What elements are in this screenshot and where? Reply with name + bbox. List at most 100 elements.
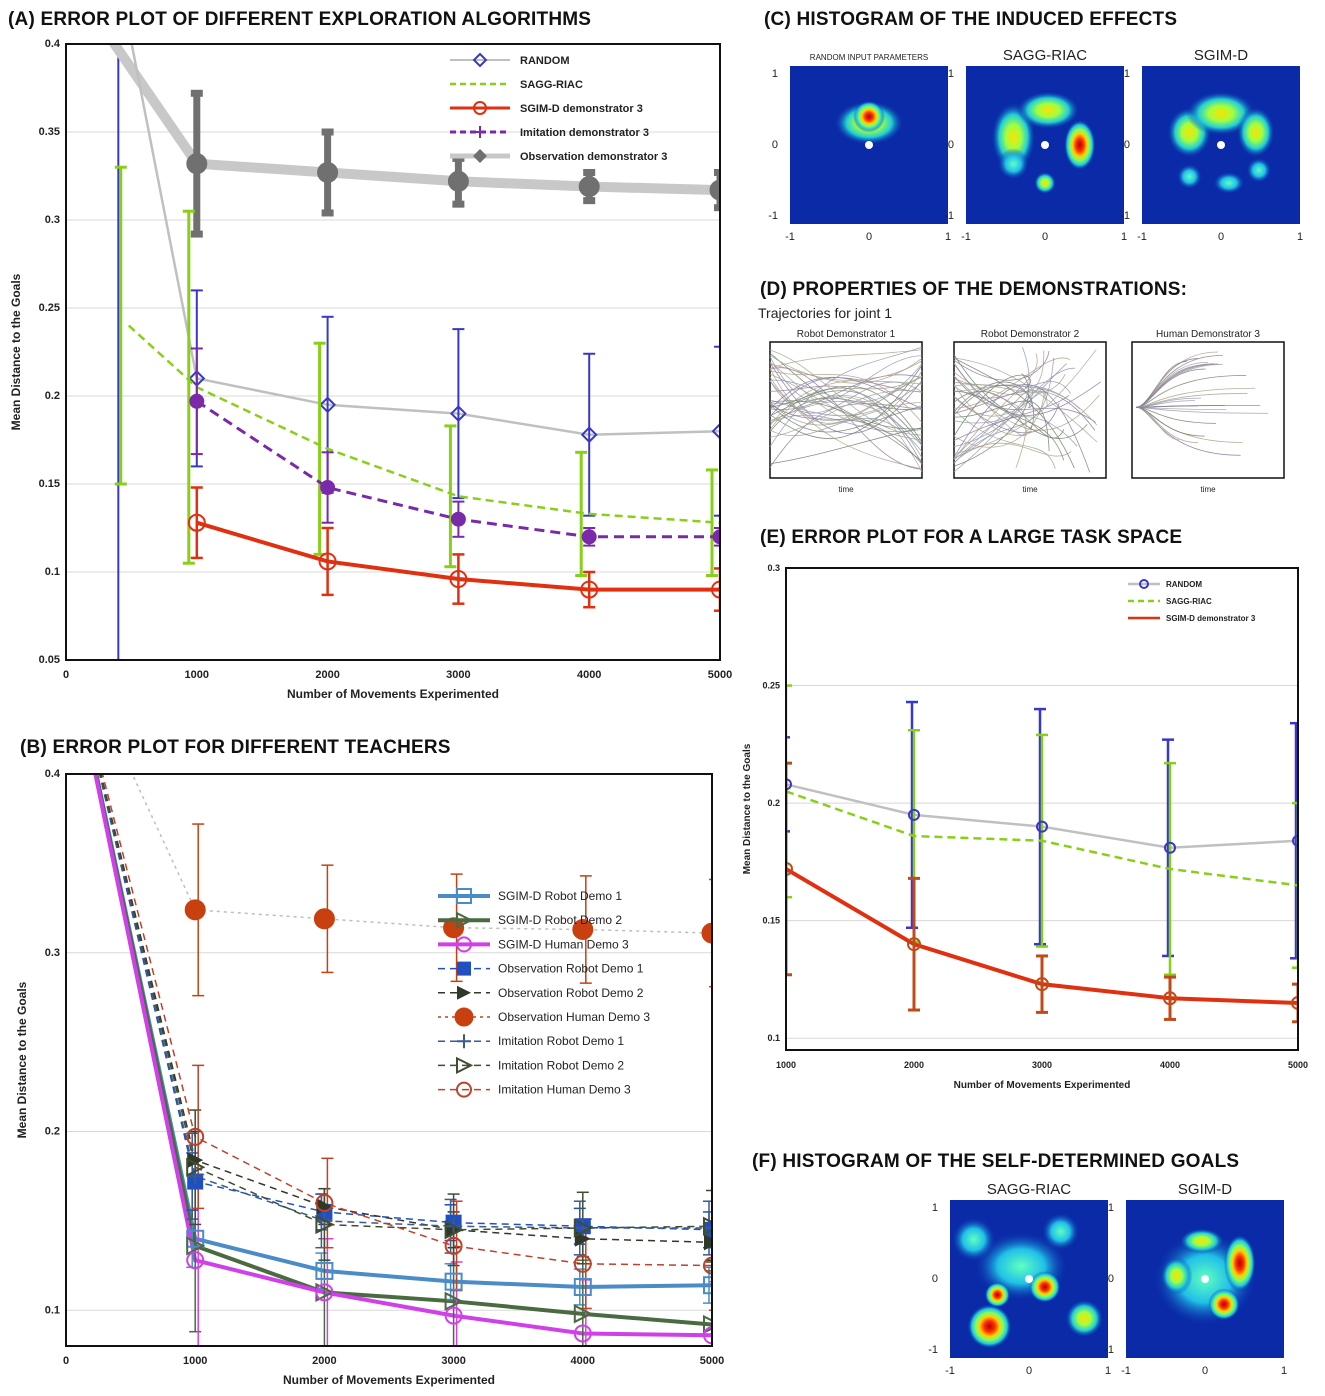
goal-heatmap-tile-2: SGIM-D xyxy=(1126,1181,1284,1358)
heatmap-y-tick: 0 xyxy=(772,139,778,151)
x-axis-label: Number of Movements Experimented xyxy=(954,1080,1131,1091)
series-marker xyxy=(444,1291,464,1311)
series-marker xyxy=(184,899,206,921)
sgim-marker xyxy=(907,937,921,952)
trajectory-line xyxy=(769,352,923,430)
y-tick-label: 0.2 xyxy=(45,390,60,402)
trajectory-line xyxy=(769,400,923,462)
legend-label: Imitation demonstrator 3 xyxy=(520,127,649,139)
heatmap-center-point xyxy=(865,141,873,149)
heatmap-y-tick: 1 xyxy=(1124,68,1130,80)
legend-label: Imitation Robot Demo 2 xyxy=(498,1058,624,1072)
heatmap-y-tick: 0 xyxy=(1108,1273,1114,1285)
y-tick-label: 0.4 xyxy=(45,38,61,50)
series-marker xyxy=(704,1234,712,1251)
series-marker xyxy=(573,1304,594,1324)
observation-line xyxy=(108,44,720,196)
random-marker xyxy=(319,396,337,414)
series-marker xyxy=(701,922,712,944)
heatmap-blobs xyxy=(951,1212,1104,1349)
panel-c-heatmaps: RANDOM INPUT PARAMETERS 1 0 -1 -1 0 1 SAGG-RIAC… xyxy=(768,47,1303,243)
legend-swatch-marker xyxy=(456,888,472,904)
trajectory-line xyxy=(953,409,1056,469)
heatmap-center-point xyxy=(1041,141,1049,149)
legend-label: Observation Robot Demo 2 xyxy=(498,986,644,1000)
trajectory-line xyxy=(769,365,923,440)
x-tick-label: 3000 xyxy=(446,669,470,681)
legend-label: SGIM-D Robot Demo 1 xyxy=(498,889,622,903)
trajectory-line xyxy=(769,349,923,369)
series-marker xyxy=(574,1220,591,1237)
heatmap-blobs xyxy=(1167,91,1275,194)
heatmap-blob xyxy=(1016,91,1080,130)
legend-label: Observation demonstrator 3 xyxy=(520,151,667,163)
series-marker xyxy=(315,1194,334,1212)
trajectory-line xyxy=(769,363,923,403)
legend: SGIM-D Robot Demo 1 SGIM-D Robot Demo 2 SG… xyxy=(438,888,650,1098)
trajectory-line xyxy=(1135,354,1223,408)
trajectory-line xyxy=(769,418,923,452)
panel-f-title: (F) HISTOGRAM OF THE SELF-DETERMINED GOA… xyxy=(752,1151,1240,1172)
series-line xyxy=(94,774,712,1327)
imitation-marker xyxy=(581,529,597,545)
trajectory-line xyxy=(953,357,1070,409)
heatmap-blobs xyxy=(834,100,904,149)
x-tick-label: 5000 xyxy=(708,669,732,681)
trajectory-line xyxy=(769,396,923,472)
heatmap-x-tick: 0 xyxy=(1218,231,1224,243)
imitation-marker xyxy=(320,480,336,496)
trajectory-line xyxy=(953,381,1072,399)
plot-area xyxy=(93,774,712,1346)
heatmap-blob xyxy=(1160,1256,1193,1295)
trajectory-line xyxy=(953,374,1031,437)
heatmap-label: SGIM-D xyxy=(1178,1181,1232,1198)
legend-label: SGIM-D demonstrator 3 xyxy=(520,103,643,115)
series-marker xyxy=(573,1218,594,1238)
x-tick-label: 5000 xyxy=(700,1355,724,1367)
random-marker xyxy=(1164,841,1176,854)
heatmap-center-point xyxy=(1201,1275,1209,1283)
trajectory-line xyxy=(769,373,923,441)
series-marker xyxy=(703,1314,712,1335)
y-tick-label: 0.25 xyxy=(762,681,780,691)
y-tick-label: 0.2 xyxy=(45,1126,60,1138)
trajectory-line xyxy=(953,384,1032,436)
heatmap-x-tick: 0 xyxy=(1202,1365,1208,1376)
series-marker xyxy=(186,1251,205,1270)
trajectory-line xyxy=(769,390,923,438)
heatmap-center-point xyxy=(1217,141,1225,149)
trajectory-line xyxy=(953,373,1030,467)
series-line xyxy=(100,774,712,1244)
random-marker xyxy=(449,405,467,423)
trajectory-plot-label: Human Demonstrator 3 xyxy=(1156,329,1260,340)
legend-label: Imitation Human Demo 3 xyxy=(498,1083,631,1097)
series-marker xyxy=(704,1220,712,1237)
trajectory-plot-xlabel: time xyxy=(1022,485,1038,494)
heatmap-y-tick: -1 xyxy=(944,210,954,222)
panel-a-title: (A) ERROR PLOT OF DIFFERENT EXPLORATION … xyxy=(8,9,592,30)
series-line xyxy=(93,774,712,1338)
trajectory-line xyxy=(953,354,1065,461)
trajectory-plot-xlabel: time xyxy=(838,485,854,494)
heatmap-tile-1: RANDOM INPUT PARAMETERS xyxy=(790,53,948,224)
trajectory-line xyxy=(769,360,923,426)
heatmap-blob xyxy=(984,1282,1011,1308)
series-marker xyxy=(315,1214,335,1235)
series-line xyxy=(99,774,712,1231)
heatmap-blob xyxy=(1063,119,1096,171)
panel-e-chart: 0.1 0.15 0.2 0.25 0.3 1000 2000 3000 4000 5000 Num… xyxy=(742,563,1308,1091)
random-marker xyxy=(711,422,720,440)
trajectory-plot-2: Robot Demonstrator 2 time xyxy=(953,329,1107,494)
x-tick-label: 1000 xyxy=(185,669,209,681)
trajectory-line xyxy=(769,346,923,447)
heatmap-blob xyxy=(1065,1299,1104,1338)
random-line xyxy=(130,44,720,436)
legend-label: Observation Human Demo 3 xyxy=(498,1010,650,1024)
heatmap-blob xyxy=(967,1304,1012,1349)
goal-heatmap-tile-1: SAGG-RIAC xyxy=(950,1181,1108,1358)
random-marker xyxy=(786,778,792,791)
series-line xyxy=(98,774,712,1231)
heatmap-blob xyxy=(1223,1234,1256,1292)
sgim-marker xyxy=(1291,995,1298,1010)
legend-swatch-marker xyxy=(473,101,487,115)
